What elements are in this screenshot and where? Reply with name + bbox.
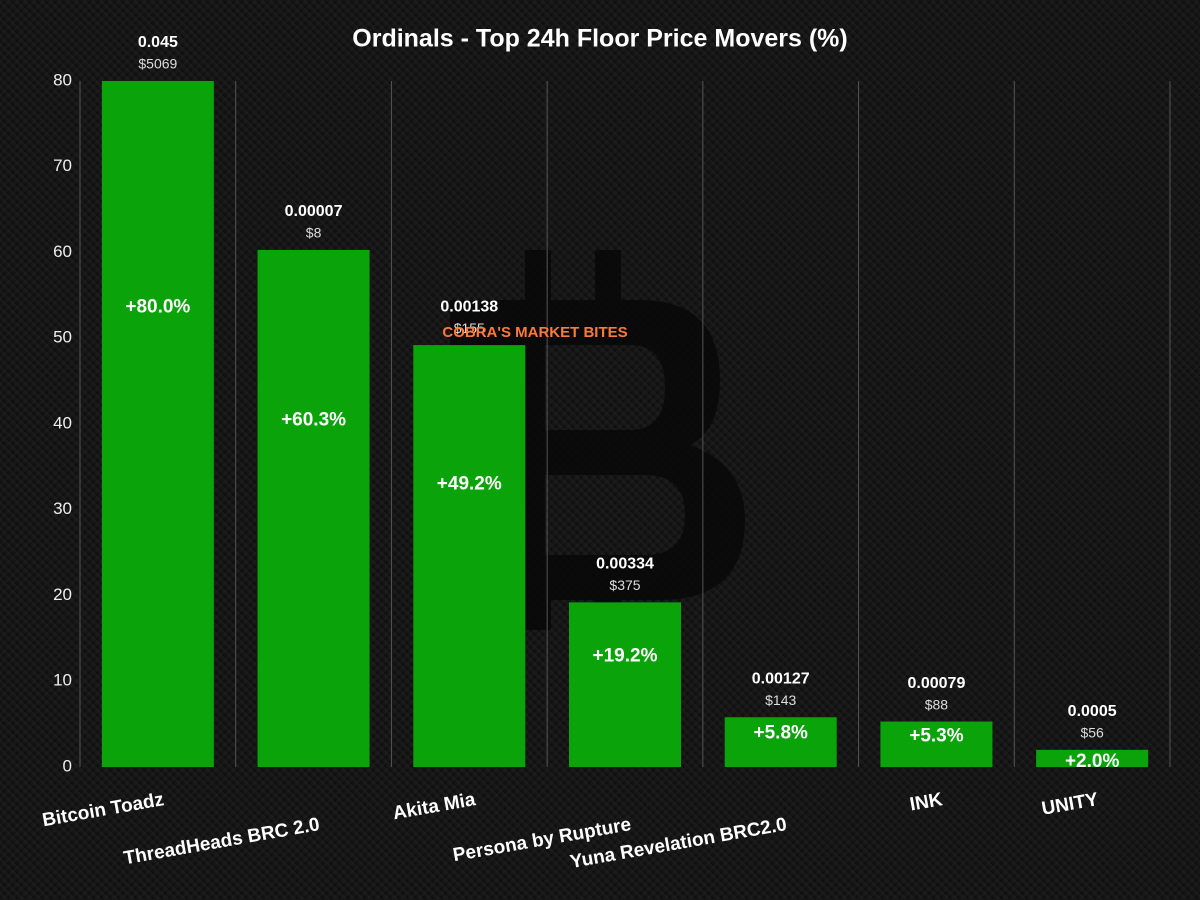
value-label: +19.2% — [593, 646, 658, 667]
bar — [1036, 749, 1149, 767]
bar — [724, 717, 837, 767]
chart-title: Ordinals - Top 24h Floor Price Movers (%… — [352, 25, 847, 53]
floor-btc-label: 0.00007 — [285, 203, 343, 220]
floor-btc-label: 0.00334 — [596, 556, 654, 573]
floor-btc-label: 0.00138 — [440, 298, 498, 315]
watermark: COBRA'S MARKET BITES — [442, 324, 627, 341]
floor-usd-label: $88 — [925, 696, 949, 712]
bar — [569, 602, 681, 767]
bar — [101, 81, 214, 767]
value-label: +2.0% — [1065, 751, 1120, 772]
y-tick-label: 80 — [53, 70, 72, 89]
y-tick-label: 60 — [53, 242, 72, 261]
bar — [257, 249, 370, 768]
floor-usd-label: $375 — [609, 577, 640, 593]
floor-btc-label: 0.045 — [138, 34, 178, 51]
floor-btc-label: 0.00127 — [752, 670, 810, 687]
floor-btc-label: 0.00079 — [908, 675, 966, 692]
y-tick-label: 40 — [53, 413, 72, 432]
floor-btc-label: 0.0005 — [1068, 703, 1117, 720]
value-label: +49.2% — [437, 473, 502, 494]
y-tick-label: 30 — [53, 499, 72, 518]
value-label: +5.3% — [909, 726, 964, 747]
y-tick-label: 10 — [53, 671, 72, 690]
y-tick-label: 50 — [53, 328, 72, 347]
floor-usd-label: $155 — [454, 320, 485, 336]
bar — [413, 345, 526, 767]
value-label: +60.3% — [281, 410, 346, 431]
bar — [880, 721, 993, 767]
value-label: +80.0% — [125, 296, 190, 317]
y-tick-label: 70 — [53, 156, 72, 175]
y-tick-label: 0 — [63, 756, 72, 775]
y-tick-label: 20 — [53, 585, 72, 604]
floor-usd-label: $8 — [306, 225, 322, 241]
value-label: +5.8% — [754, 723, 809, 744]
floor-usd-label: $143 — [765, 692, 796, 708]
floor-usd-label: $5069 — [138, 56, 177, 72]
floor-usd-label: $56 — [1080, 725, 1104, 741]
